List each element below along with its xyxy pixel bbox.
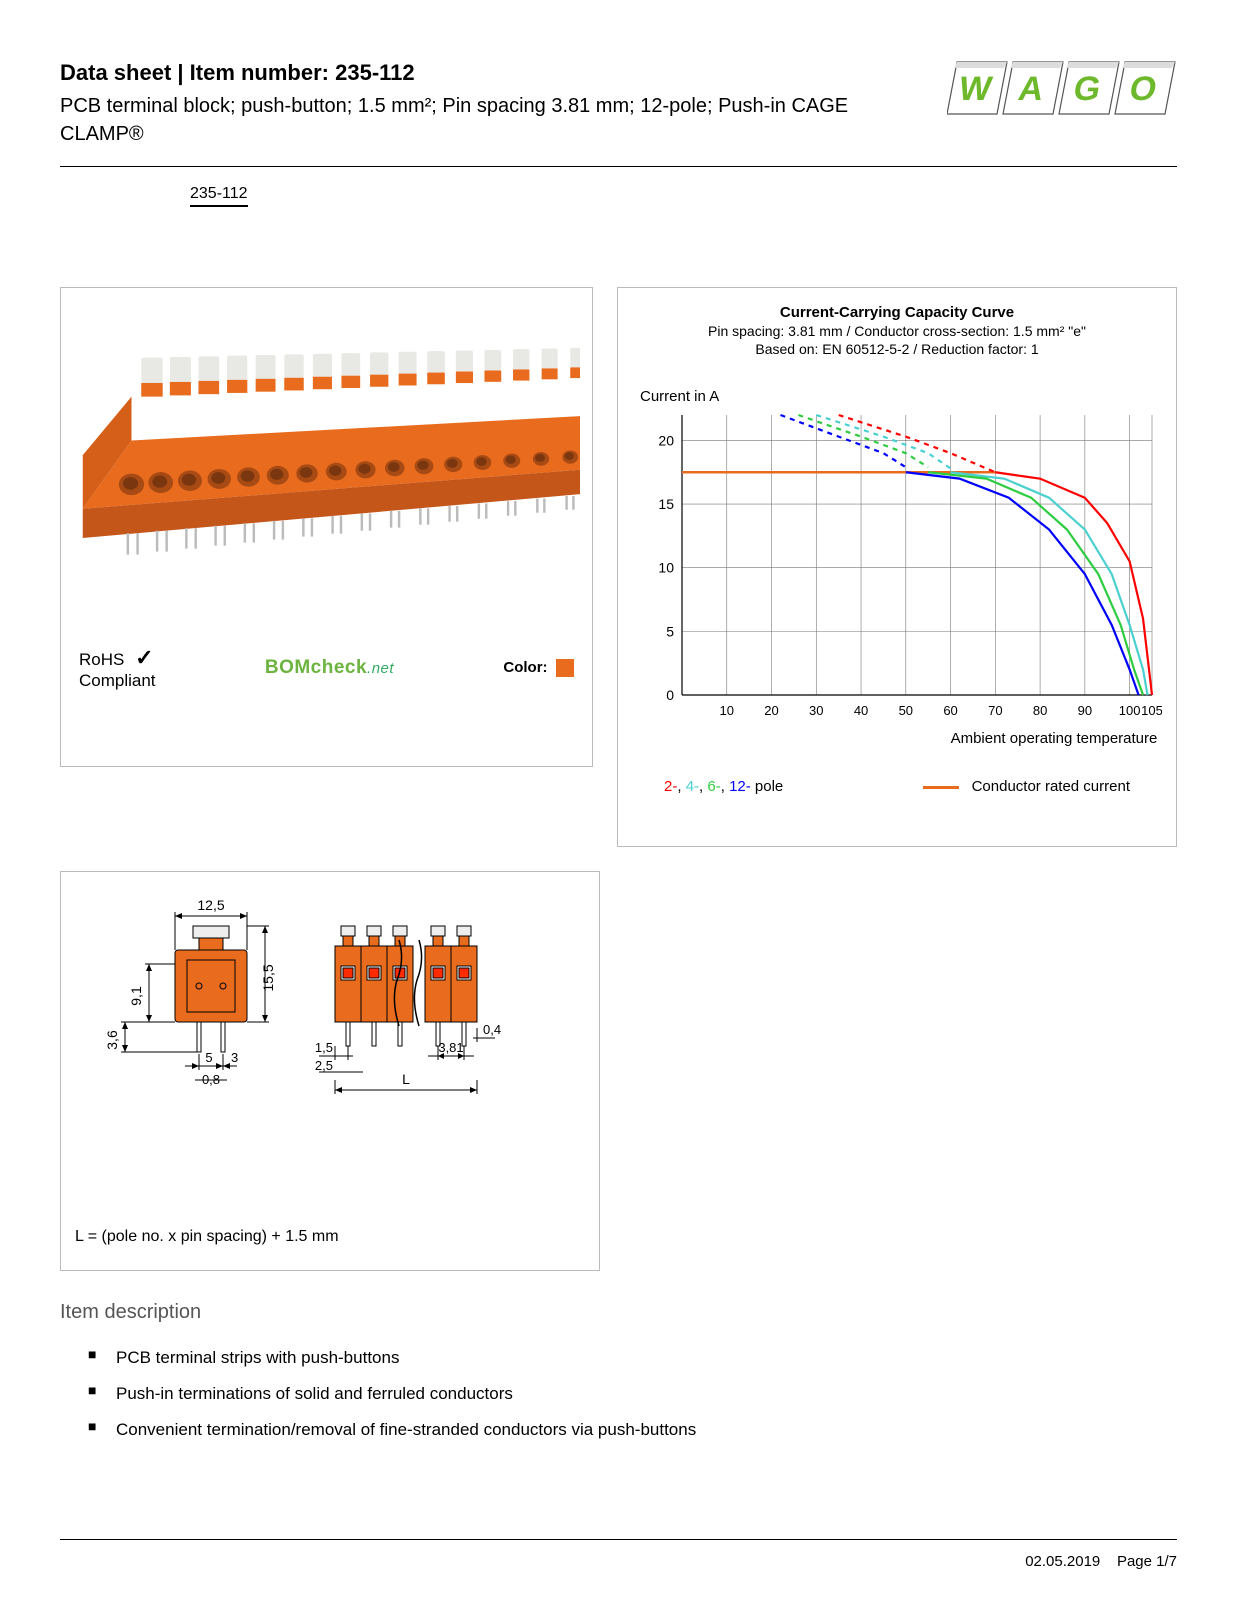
rohs-top: RoHS [79,650,124,669]
product-illustration [73,300,580,620]
header: Data sheet | Item number: 235-112 PCB te… [60,60,1177,167]
color-indicator: Color: [503,659,574,677]
description-item: Convenient termination/removal of fine-s… [88,1420,1177,1440]
chart-panel: Current-Carrying Capacity Curve Pin spac… [617,287,1177,847]
svg-text:1,5: 1,5 [315,1040,333,1055]
legend-pole: 12- [729,778,751,795]
legend-poles: 2-, 4-, 6-, 12- pole [664,778,783,795]
description-item: Push-in terminations of solid and ferrul… [88,1384,1177,1404]
color-swatch [556,659,574,677]
footer-rule [60,1539,1177,1540]
svg-text:100: 100 [1119,703,1141,718]
wago-logo: WAGO [947,60,1177,120]
color-label: Color: [503,660,547,677]
footer-date: 02.05.2019 [1025,1553,1100,1570]
bomcheck-text: BOMcheck [265,657,367,678]
chart-svg: Current in A 0 5 10 15 20 10 20 30 40 50 60 70 80 90 10… [634,375,1162,755]
dimensions-svg: 12,515,59,13,6530,81,52,53,810,4L [75,886,585,1186]
legend-pole: 4- [686,778,699,795]
chart-sub2: Based on: EN 60512-5-2 / Reduction facto… [634,341,1160,357]
svg-text:80: 80 [1033,703,1047,718]
item-badge: 235-112 [190,185,248,207]
svg-text:20: 20 [658,432,674,448]
header-text: Data sheet | Item number: 235-112 PCB te… [60,60,927,148]
svg-text:90: 90 [1078,703,1092,718]
svg-text:50: 50 [899,703,913,718]
rohs-bottom: Compliant [79,671,156,690]
legend-rated-label: Conductor rated current [972,778,1130,795]
svg-text:L: L [402,1071,410,1087]
svg-text:3: 3 [231,1050,238,1065]
product-meta: RoHS ✓ Compliant BOMcheck.net Color: [73,645,580,692]
legend-rated-line [923,786,959,789]
svg-text:20: 20 [764,703,778,718]
footer-text: 02.05.2019 Page 1/7 [1025,1553,1177,1570]
svg-text:0: 0 [666,687,674,703]
svg-text:70: 70 [988,703,1002,718]
product-panel: RoHS ✓ Compliant BOMcheck.net Color: [60,287,593,767]
bomcheck-logo: BOMcheck.net [265,657,394,679]
dimensions-formula: L = (pole no. x pin spacing) + 1.5 mm [75,1228,339,1246]
legend-row: 2-, 4-, 6-, 12- pole Conductor rated cur… [634,778,1160,795]
svg-text:5: 5 [666,623,674,639]
footer-page: Page 1/7 [1117,1553,1177,1570]
legend-pole: 6- [707,778,720,795]
title-item-number: 235-112 [335,60,415,85]
bomcheck-suffix: .net [367,660,394,677]
svg-text:Ambient operating temperature: Ambient operating temperature in °C [951,730,1162,747]
chart-area: Current in A 0 5 10 15 20 10 20 30 40 50 60 70 80 90 10… [634,375,1160,760]
svg-text:Current in A: Current in A [640,388,719,405]
svg-text:3,6: 3,6 [104,1030,120,1050]
svg-text:30: 30 [809,703,823,718]
check-icon: ✓ [135,645,153,670]
svg-text:15,5: 15,5 [260,964,276,991]
svg-text:60: 60 [943,703,957,718]
chart-sub1: Pin spacing: 3.81 mm / Conductor cross-s… [634,323,1160,339]
panels-row: RoHS ✓ Compliant BOMcheck.net Color: Cur… [60,287,1177,847]
svg-text:40: 40 [854,703,868,718]
svg-text:15: 15 [658,496,674,512]
dimensions-panel: 12,515,59,13,6530,81,52,53,810,4L L = (p… [60,871,600,1271]
svg-text:105: 105 [1141,703,1162,718]
svg-text:10: 10 [720,703,734,718]
svg-text:0,4: 0,4 [483,1022,501,1037]
description-heading: Item description [60,1301,1177,1324]
svg-text:2,5: 2,5 [315,1058,333,1073]
subtitle: PCB terminal block; push-button; 1.5 mm²… [60,92,927,148]
legend-pole: 2- [664,778,677,795]
description-item: PCB terminal strips with push-buttons [88,1348,1177,1368]
rohs-compliant: RoHS ✓ Compliant [79,645,156,692]
title-line: Data sheet | Item number: 235-112 [60,60,927,86]
svg-text:9,1: 9,1 [128,986,144,1006]
description-list: PCB terminal strips with push-buttons Pus… [60,1348,1177,1440]
svg-text:3,81: 3,81 [438,1040,463,1055]
chart-title: Current-Carrying Capacity Curve [634,304,1160,321]
legend-rated: Conductor rated current [923,778,1130,795]
title-prefix: Data sheet | Item number: [60,60,329,85]
svg-text:12,5: 12,5 [197,897,224,913]
svg-text:10: 10 [658,560,674,576]
svg-text:5: 5 [205,1050,212,1065]
